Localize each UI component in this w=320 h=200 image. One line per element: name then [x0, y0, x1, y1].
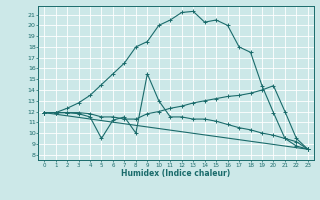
X-axis label: Humidex (Indice chaleur): Humidex (Indice chaleur) [121, 169, 231, 178]
